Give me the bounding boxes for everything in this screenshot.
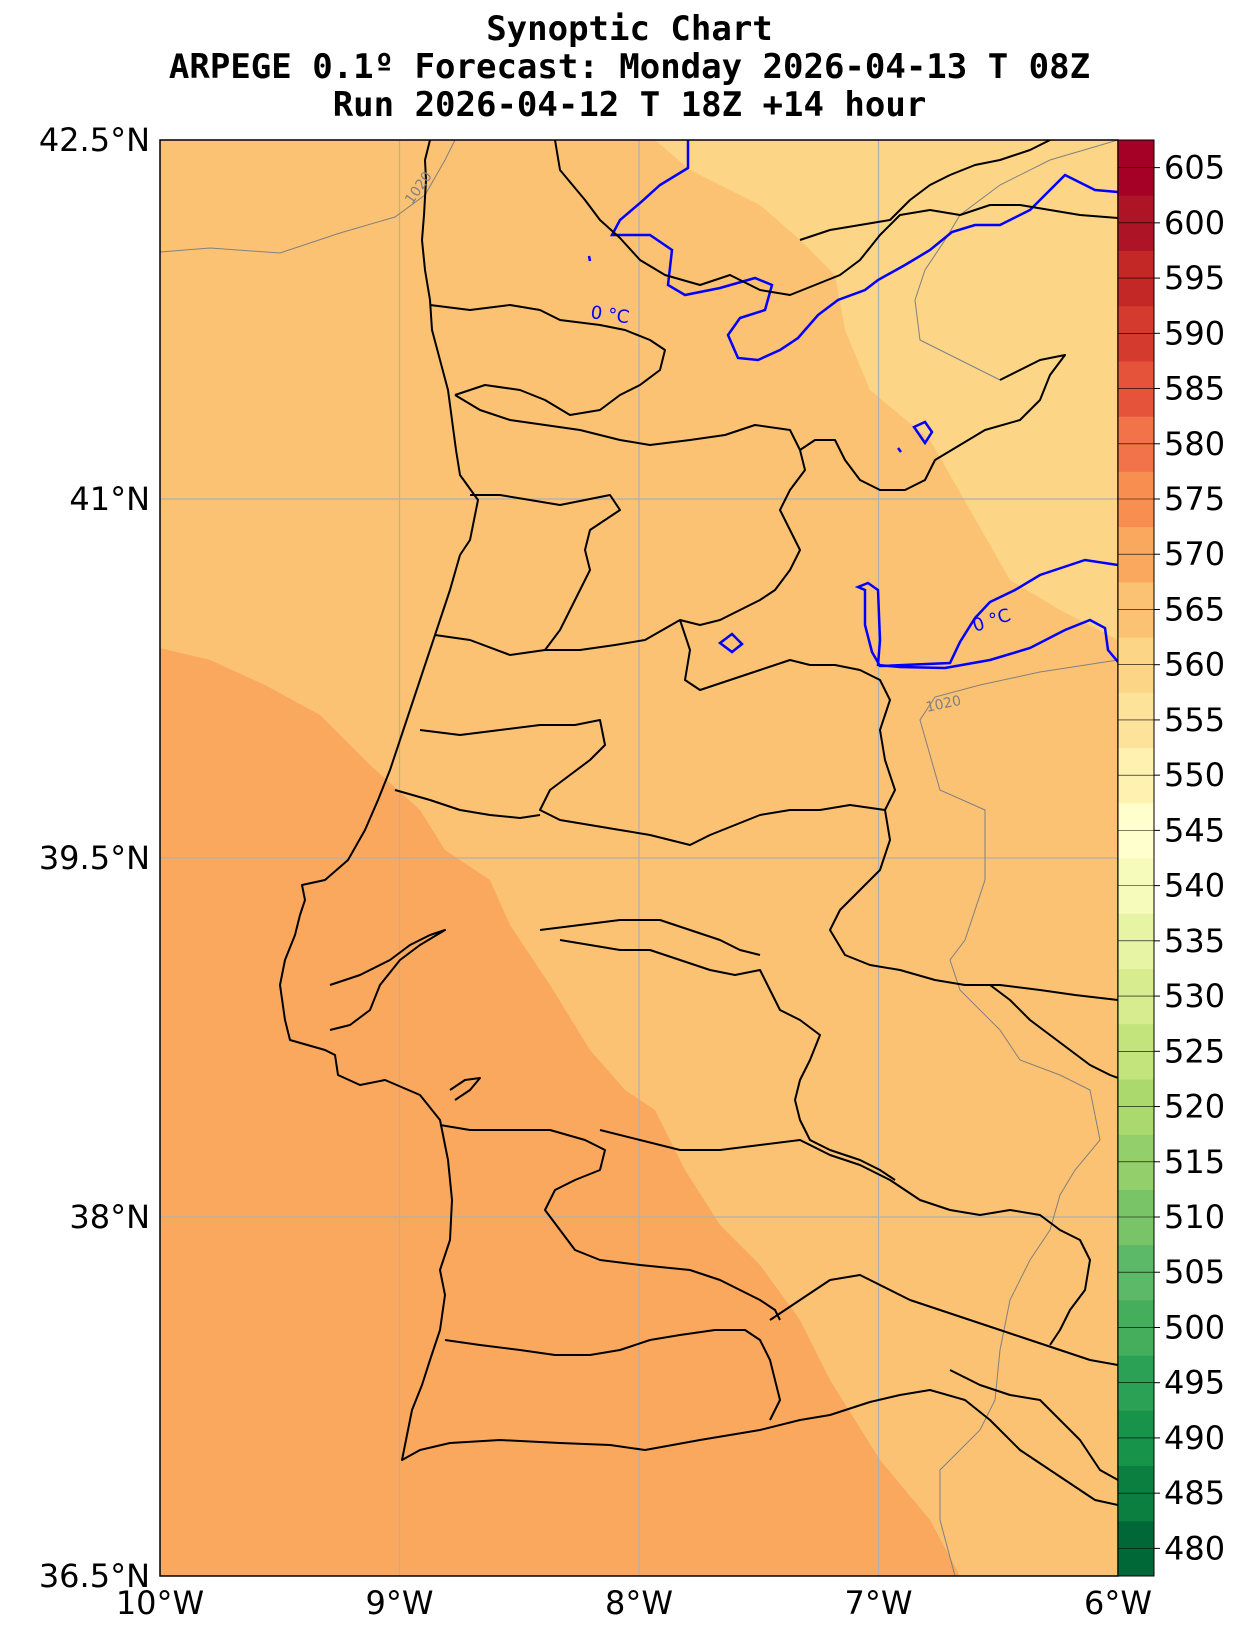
tagus-estuary: [329, 929, 446, 1031]
border-east-c: [949, 1369, 1118, 1481]
lat-label-2: 39.5°N: [39, 839, 150, 877]
isotherm-0c-center: [854, 558, 1118, 670]
sado-estuary: [449, 1077, 481, 1101]
border-north-b: [429, 304, 666, 416]
isobar-label-east: 1020: [925, 693, 963, 716]
lon-label-0: 10°W: [116, 1584, 204, 1622]
isobar-north: [160, 140, 456, 254]
colorbar-label-520: 520: [1164, 1088, 1225, 1126]
colorbar-label-530: 530: [1164, 977, 1225, 1015]
title-line-1: Synoptic Chart: [486, 9, 773, 49]
borders: [279, 140, 1118, 1506]
colorbar-label-510: 510: [1164, 1198, 1225, 1236]
border-mid-a: [470, 494, 621, 651]
isobars: [160, 140, 1118, 1576]
border-mid-b: [434, 619, 896, 811]
colorbar: 480 485 490 495 500 505 510 515 520 525 530 535 540 5…: [1117, 139, 1225, 1577]
colorbar-label-590: 590: [1164, 314, 1225, 352]
colorbar-label-525: 525: [1164, 1032, 1225, 1070]
colorbar-label-595: 595: [1164, 259, 1225, 297]
colorbar-label-480: 480: [1164, 1529, 1225, 1567]
gridlines: [160, 140, 1118, 1576]
border-south-c: [439, 1124, 781, 1321]
chart-title: Synoptic Chart ARPEGE 0.1º Forecast: Mon…: [0, 10, 1259, 124]
colorbar-label-485: 485: [1164, 1474, 1225, 1512]
colorbar-label-505: 505: [1164, 1253, 1225, 1291]
colorbar-label-580: 580: [1164, 425, 1225, 463]
border-south-a: [559, 939, 896, 1181]
lon-label-3: 7°W: [845, 1584, 913, 1622]
lon-label-1: 9°W: [366, 1584, 434, 1622]
band-565-570: [160, 648, 960, 1576]
border-mid-d: [394, 789, 1118, 1001]
colorbar-label-555: 555: [1164, 701, 1225, 739]
border-south-f: [769, 1274, 1118, 1366]
border-south-d: [599, 1129, 1091, 1346]
isotherm-0c-blob-1: [717, 632, 744, 654]
isotherm-0c-blob-2: [912, 420, 934, 446]
colorbar-label-560: 560: [1164, 646, 1225, 684]
colorbar-label-575: 575: [1164, 480, 1225, 518]
lat-label-1: 41°N: [69, 480, 150, 518]
colorbar-label-550: 550: [1164, 756, 1225, 794]
isobar-northeast: [914, 140, 1118, 381]
colorbar-label-535: 535: [1164, 922, 1225, 960]
border-south-e: [444, 1329, 781, 1421]
freezing-isotherms: [587, 140, 1118, 670]
border-south-b: [539, 919, 761, 956]
isotherm-0c-north: [609, 140, 1118, 362]
colorbar-label-605: 605: [1164, 149, 1225, 187]
colorbar-label-540: 540: [1164, 867, 1225, 905]
border-north-a: [799, 354, 1066, 491]
spain-portugal-border: [554, 140, 1118, 296]
colorbar-label-500: 500: [1164, 1308, 1225, 1346]
colorbar-label-570: 570: [1164, 535, 1225, 573]
lon-label-2: 8°W: [605, 1584, 673, 1622]
colorbar-label-490: 490: [1164, 1419, 1225, 1457]
lat-label-4: 36.5°N: [39, 1557, 150, 1595]
isotherm-0c-dot-2: [587, 255, 592, 262]
lat-label-0: 42.5°N: [39, 121, 150, 159]
latitude-labels: 42.5°N 41°N 39.5°N 38°N 36.5°N: [39, 121, 150, 1595]
border-east-a: [799, 140, 1051, 241]
colorbar-label-515: 515: [1164, 1143, 1225, 1181]
colorbar-label-545: 545: [1164, 811, 1225, 849]
band-555-560: [655, 140, 1118, 640]
colorbar-frame: [1117, 139, 1155, 1577]
title-line-3: Run 2026-04-12 T 18Z +14 hour: [332, 85, 927, 125]
isotherm-0c-dot: [897, 447, 902, 453]
isobar-east: [919, 659, 1118, 1576]
coastline: [279, 140, 1118, 1506]
title-line-2: ARPEGE 0.1º Forecast: Monday 2026-04-13 …: [168, 47, 1091, 87]
colorbar-label-585: 585: [1164, 370, 1225, 408]
longitude-labels: 10°W 9°W 8°W 7°W 6°W: [116, 1584, 1152, 1622]
colorbar-label-495: 495: [1164, 1364, 1225, 1402]
colorbar-label-565: 565: [1164, 590, 1225, 628]
border-north-c: [454, 394, 806, 626]
colorbar-label-600: 600: [1164, 204, 1225, 242]
lon-label-4: 6°W: [1084, 1584, 1152, 1622]
lat-label-3: 38°N: [69, 1198, 150, 1236]
border-mid-c: [419, 719, 886, 846]
border-east-b: [989, 984, 1118, 1079]
